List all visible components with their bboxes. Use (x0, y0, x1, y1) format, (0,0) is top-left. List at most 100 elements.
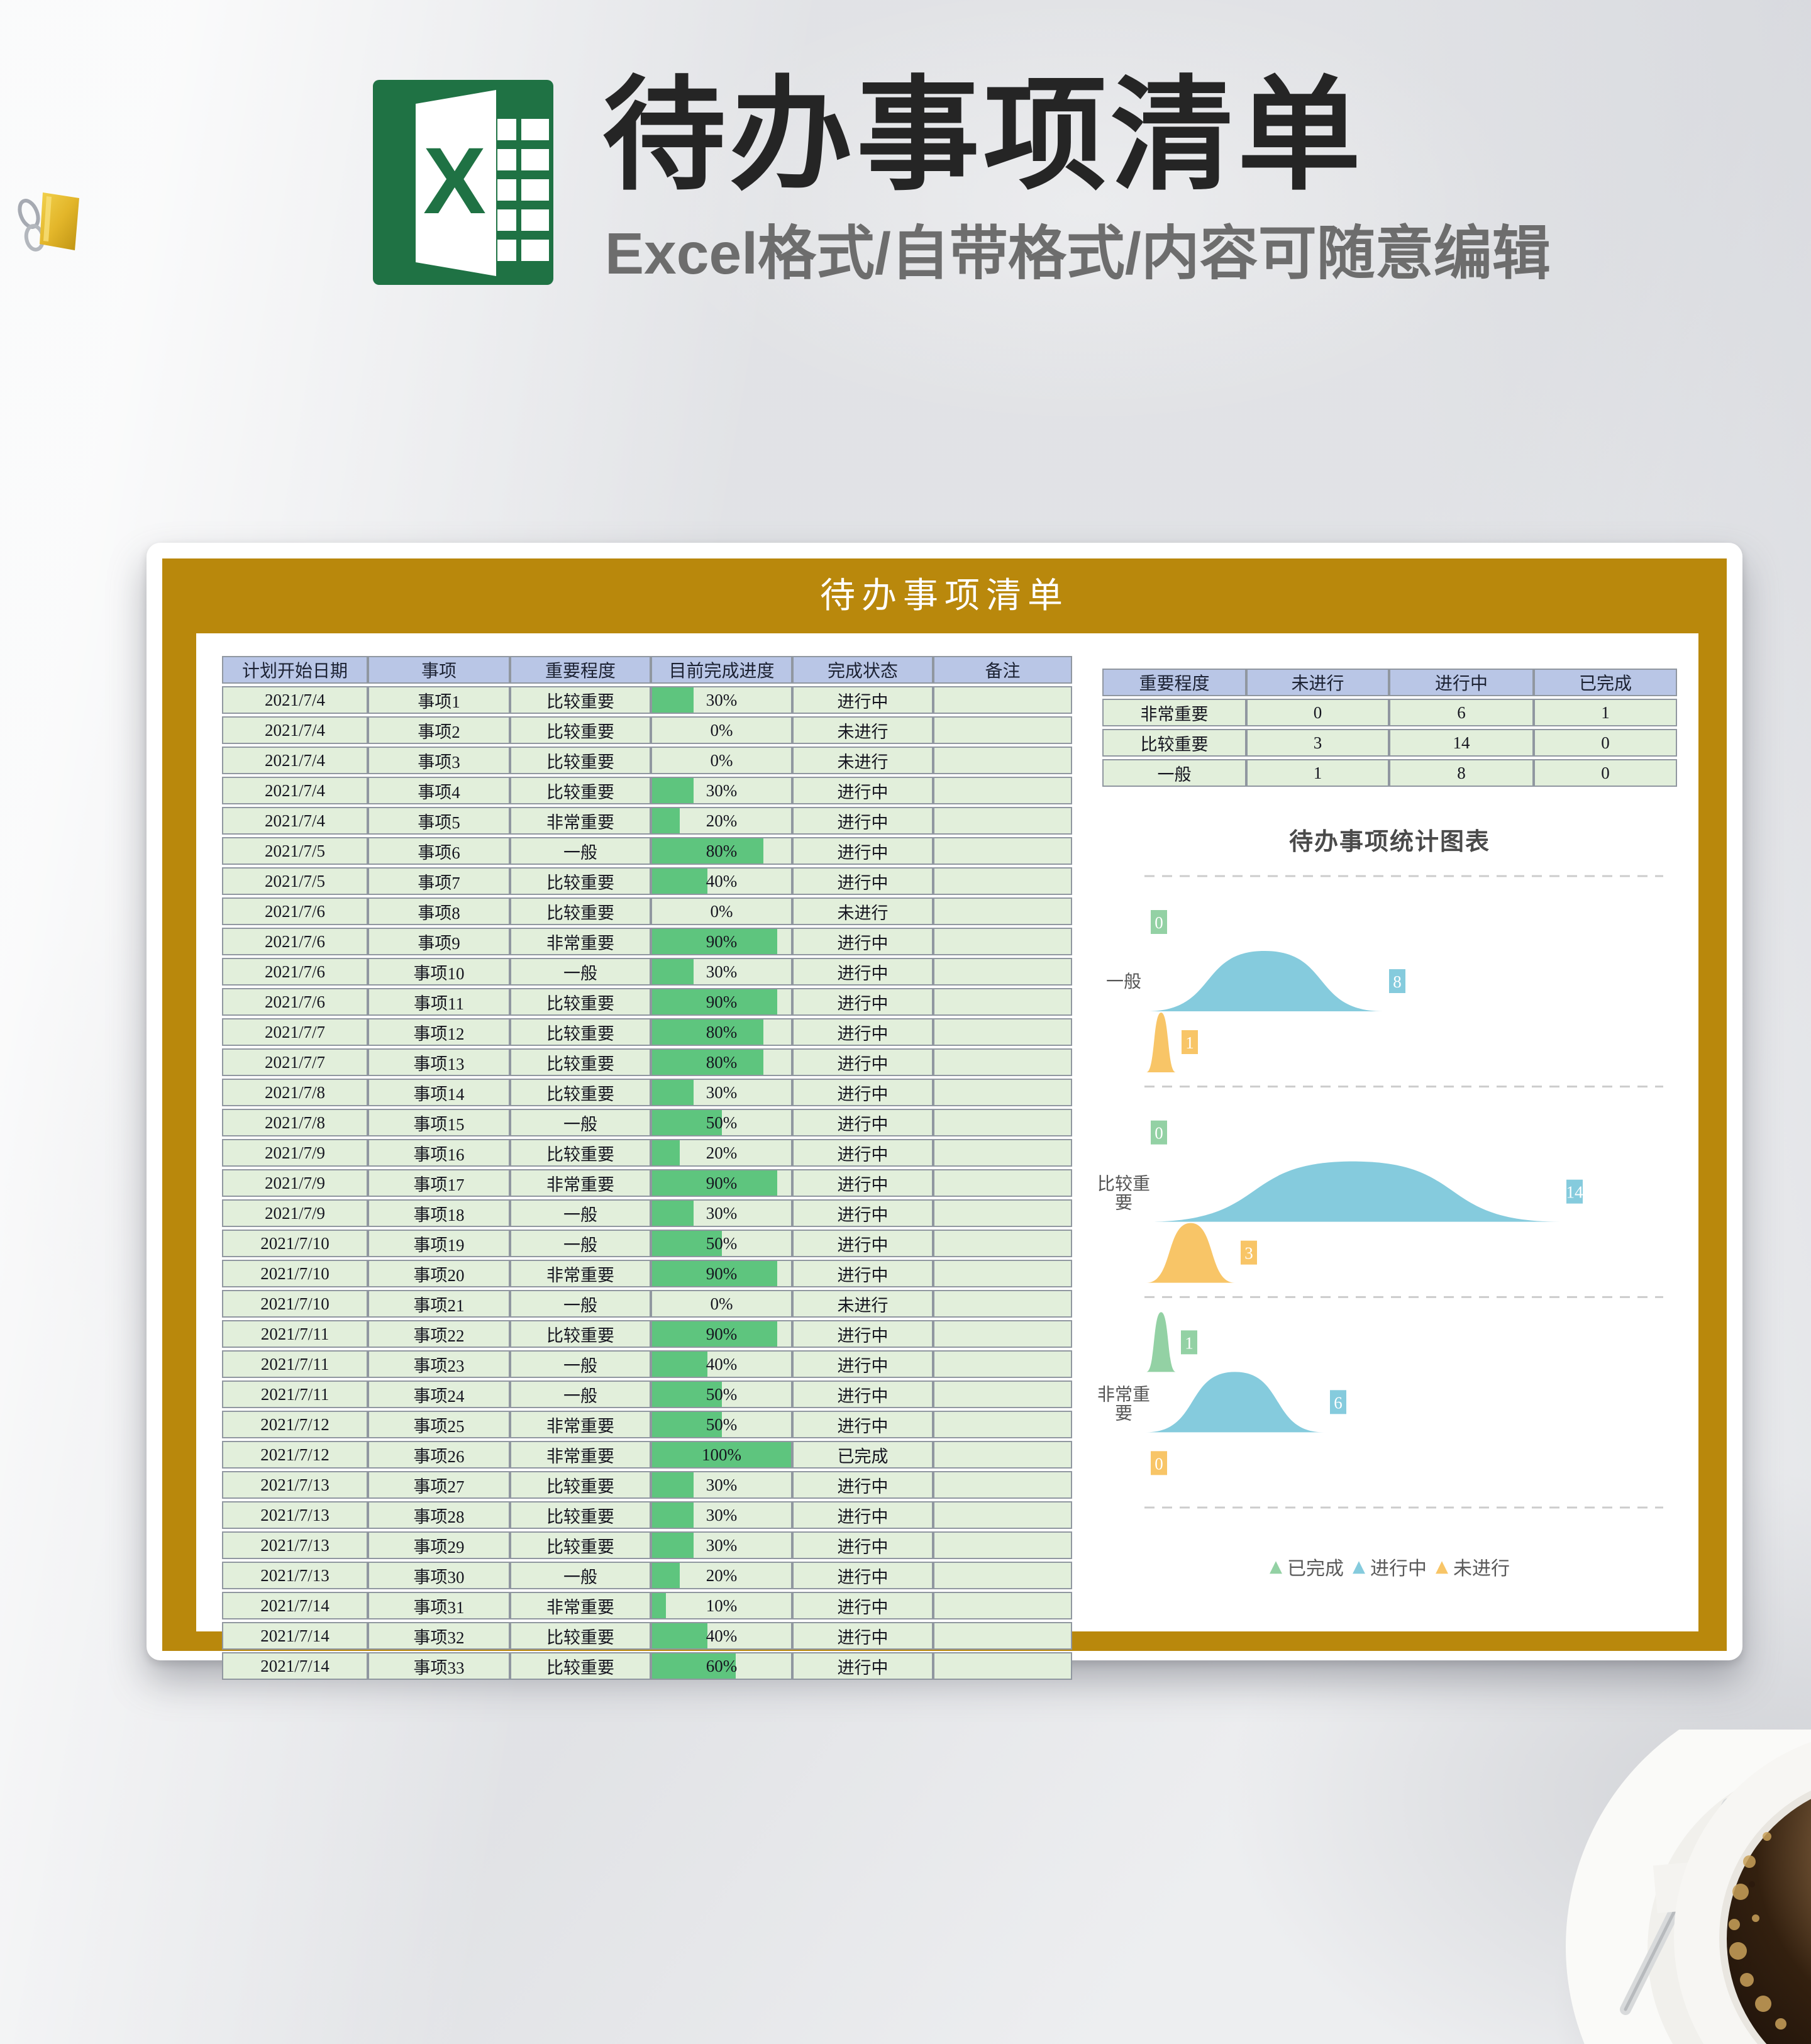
todo-cell-status: 进行中 (792, 1411, 933, 1438)
todo-cell-item: 事项5 (368, 807, 510, 835)
todo-cell-date: 2021/7/14 (222, 1652, 368, 1680)
progress-bar (652, 1231, 722, 1256)
todo-row: 2021/7/4 事项4 比较重要 30% 进行中 (222, 777, 1072, 804)
badge-in-progress-value: 8 (1393, 972, 1402, 991)
todo-cell-progress: 30% (651, 1471, 792, 1499)
todo-cell-date: 2021/7/13 (222, 1471, 368, 1499)
todo-cell-importance: 比较重要 (510, 897, 651, 925)
todo-cell-item: 事项31 (368, 1592, 510, 1619)
gold-frame: 待办事项清单 计划开始日期 事项 重要程度 目前完成进度 完成状态 备注 2021/7/4… (162, 558, 1727, 1680)
todo-row: 2021/7/6 事项10 一般 30% 进行中 (222, 958, 1072, 986)
page-subtitle: Excel格式/自带格式/内容可随意编辑 (605, 221, 1551, 286)
todo-cell-importance: 比较重要 (510, 686, 651, 714)
todo-cell-importance: 比较重要 (510, 716, 651, 744)
todo-cell-date: 2021/7/10 (222, 1290, 368, 1318)
todo-cell-importance: 比较重要 (510, 747, 651, 774)
progress-bar (652, 1201, 694, 1226)
summary-row: 一般 1 8 0 (1102, 759, 1677, 787)
progress-bar (652, 1623, 708, 1648)
badge-not-started (1151, 1451, 1167, 1475)
todo-cell-progress: 90% (651, 1260, 792, 1287)
badge-not-started (1241, 1240, 1257, 1265)
chart-legend: ▲ 已完成 ▲ 进行中 ▲ 未进行 (1071, 1553, 1709, 1580)
todo-cell-importance: 比较重要 (510, 1531, 651, 1559)
bell-in-progress (1146, 1372, 1324, 1433)
todo-cell-progress: 40% (651, 1622, 792, 1650)
bell-in-progress (1146, 951, 1383, 1011)
todo-row: 2021/7/10 事项20 非常重要 90% 进行中 (222, 1260, 1072, 1287)
todo-cell-note (933, 1350, 1072, 1378)
todo-cell-date: 2021/7/11 (222, 1320, 368, 1348)
todo-cell-date: 2021/7/8 (222, 1079, 368, 1106)
todo-cell-note (933, 807, 1072, 835)
binder-clip-icon (18, 192, 79, 252)
todo-cell-status: 进行中 (792, 686, 933, 714)
todo-cell-importance: 比较重要 (510, 1079, 651, 1106)
badge-done (1151, 910, 1167, 934)
todo-table-body: 2021/7/4 事项1 比较重要 30% 进行中 2021/7/4 事项2 比较重要 0% 未进… (222, 686, 1072, 1680)
summary-table-header: 重要程度 未进行 进行中 已完成 (1102, 669, 1677, 696)
todo-cell-note (933, 988, 1072, 1016)
todo-cell-status: 进行中 (792, 1018, 933, 1046)
progress-bar (652, 1502, 694, 1528)
todo-cell-item: 事项3 (368, 747, 510, 774)
todo-cell-item: 事项1 (368, 686, 510, 714)
todo-cell-status: 进行中 (792, 1230, 933, 1257)
todo-column-header: 事项 (368, 656, 510, 684)
todo-table: 计划开始日期 事项 重要程度 目前完成进度 完成状态 备注 2021/7/4 事项1 比较重要… (222, 653, 1072, 1682)
todo-cell-status: 进行中 (792, 928, 933, 955)
todo-cell-importance: 一般 (510, 958, 651, 986)
legend-marker-icon: ▲ (1270, 1557, 1282, 1576)
todo-row: 2021/7/4 事项2 比较重要 0% 未进行 (222, 716, 1072, 744)
todo-row: 2021/7/10 事项21 一般 0% 未进行 (222, 1290, 1072, 1318)
todo-cell-note (933, 1592, 1072, 1619)
todo-cell-note (933, 1260, 1072, 1287)
summary-cell-not-started: 0 (1246, 699, 1389, 726)
todo-cell-status: 进行中 (792, 1139, 933, 1167)
coffee-bubbles (1729, 1832, 1786, 2030)
todo-cell-date: 2021/7/11 (222, 1380, 368, 1408)
chart-title: 待办事项统计图表 (1288, 829, 1490, 855)
todo-cell-item: 事项33 (368, 1652, 510, 1680)
todo-cell-item: 事项7 (368, 867, 510, 895)
todo-cell-note (933, 1199, 1072, 1227)
todo-cell-importance: 一般 (510, 837, 651, 865)
todo-row: 2021/7/9 事项18 一般 30% 进行中 (222, 1199, 1072, 1227)
todo-cell-date: 2021/7/4 (222, 686, 368, 714)
todo-row: 2021/7/6 事项8 比较重要 0% 未进行 (222, 897, 1072, 925)
todo-cell-date: 2021/7/9 (222, 1169, 368, 1197)
todo-cell-date: 2021/7/5 (222, 837, 368, 865)
legend-item: ▲ 进行中 (1353, 1553, 1427, 1580)
badge-not-started-value: 0 (1155, 1454, 1163, 1473)
badge-in-progress (1389, 969, 1405, 993)
todo-cell-importance: 比较重要 (510, 1652, 651, 1680)
todo-row: 2021/7/7 事项12 比较重要 80% 进行中 (222, 1018, 1072, 1046)
todo-cell-note (933, 1018, 1072, 1046)
progress-bar (652, 687, 694, 713)
progress-bar (652, 929, 777, 954)
todo-cell-progress: 0% (651, 716, 792, 744)
todo-cell-progress: 50% (651, 1411, 792, 1438)
todo-cell-item: 事项12 (368, 1018, 510, 1046)
todo-cell-status: 进行中 (792, 1652, 933, 1680)
todo-cell-note (933, 716, 1072, 744)
todo-cell-status: 进行中 (792, 1169, 933, 1197)
todo-column-header: 计划开始日期 (222, 656, 368, 684)
badge-done-value: 0 (1155, 913, 1163, 932)
todo-cell-item: 事项10 (368, 958, 510, 986)
todo-cell-note (933, 1048, 1072, 1076)
todo-cell-date: 2021/7/12 (222, 1411, 368, 1438)
summary-table: 重要程度 未进行 进行中 已完成 非常重要 0 6 1 比较重要 3 14 0 一般 1 8 0 (1102, 666, 1677, 789)
todo-cell-progress: 80% (651, 1018, 792, 1046)
todo-cell-status: 未进行 (792, 716, 933, 744)
todo-cell-progress: 50% (651, 1380, 792, 1408)
summary-column-header: 进行中 (1389, 669, 1534, 696)
progress-bar (652, 1352, 708, 1377)
todo-cell-item: 事项15 (368, 1109, 510, 1136)
todo-cell-progress: 30% (651, 1199, 792, 1227)
badge-in-progress-value: 14 (1566, 1183, 1584, 1202)
todo-cell-importance: 一般 (510, 1380, 651, 1408)
todo-cell-note (933, 1079, 1072, 1106)
todo-row: 2021/7/14 事项33 比较重要 60% 进行中 (222, 1652, 1072, 1680)
summary-column-header: 未进行 (1246, 669, 1389, 696)
